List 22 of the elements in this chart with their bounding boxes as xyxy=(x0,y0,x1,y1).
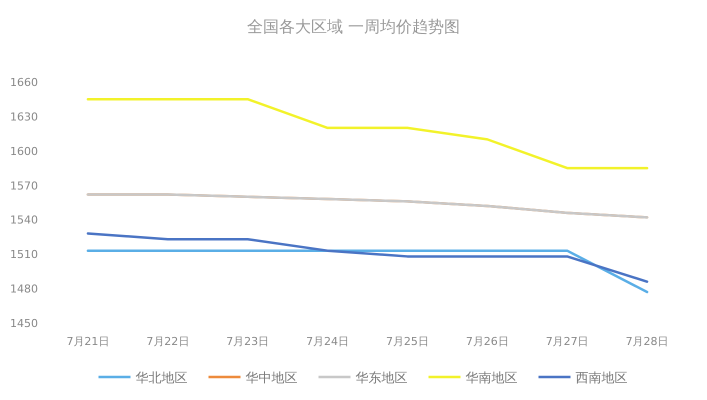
y-tick-label: 1600 xyxy=(10,144,38,158)
y-tick-label: 1510 xyxy=(10,248,38,262)
x-tick-label: 7月21日 xyxy=(66,335,110,348)
x-tick-label: 7月28日 xyxy=(626,335,669,348)
legend-label: 西南地区 xyxy=(576,371,628,386)
x-tick-label: 7月23日 xyxy=(226,335,270,348)
y-tick-label: 1660 xyxy=(10,76,38,89)
x-tick-label: 7月27日 xyxy=(546,335,589,348)
legend-label: 华东地区 xyxy=(356,371,408,386)
legend-label: 华北地区 xyxy=(136,371,188,386)
y-tick-label: 1570 xyxy=(10,179,38,192)
legend-label: 华南地区 xyxy=(466,371,518,386)
chart-title: 全国各大区域 一周均价趋势图 xyxy=(246,17,460,36)
x-tick-label: 7月24日 xyxy=(306,335,350,348)
y-tick-label: 1630 xyxy=(10,110,38,124)
x-tick-label: 7月22日 xyxy=(146,335,190,348)
y-tick-label: 1480 xyxy=(10,282,38,296)
legend-label: 华中地区 xyxy=(246,371,298,386)
x-tick-label: 7月25日 xyxy=(386,335,429,348)
x-tick-label: 7月26日 xyxy=(466,335,509,348)
y-tick-label: 1450 xyxy=(10,317,38,330)
y-tick-label: 1540 xyxy=(10,214,38,227)
